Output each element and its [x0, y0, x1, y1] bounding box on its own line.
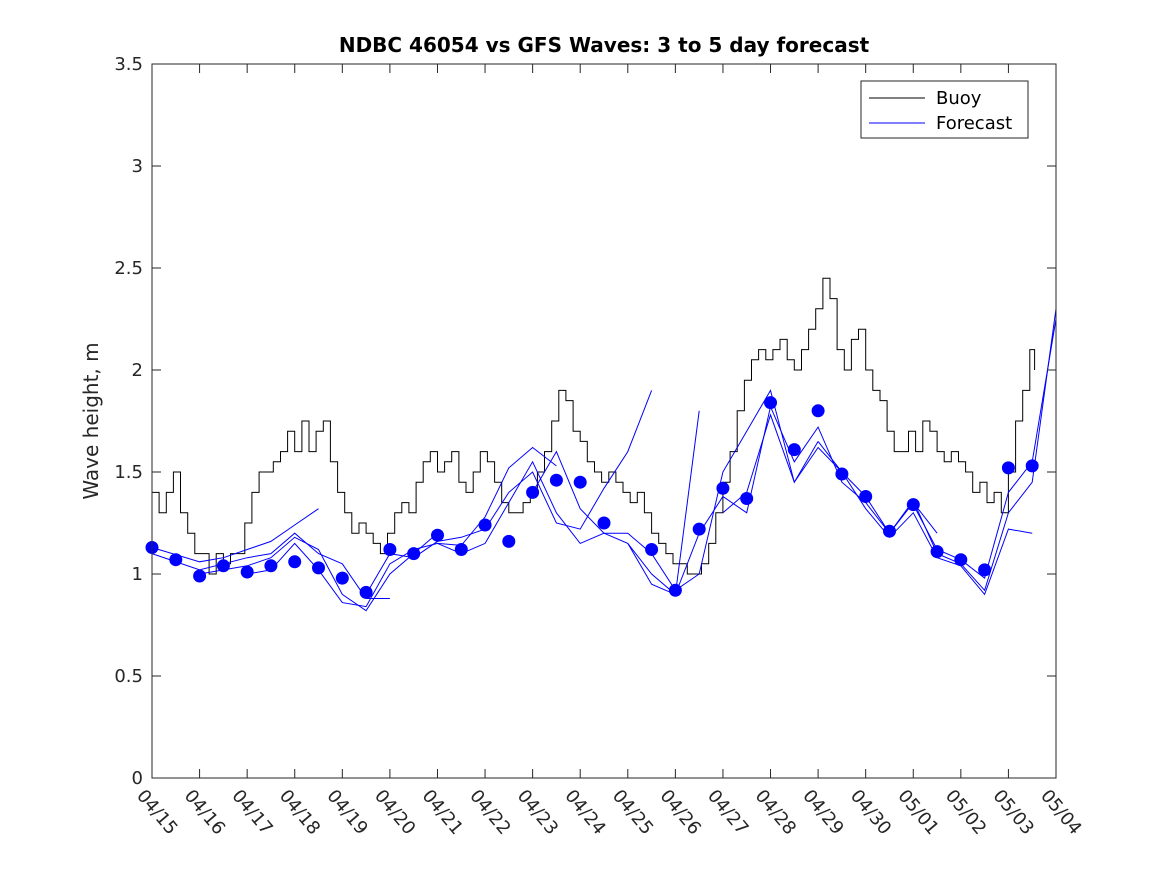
forecast-point-21	[645, 543, 659, 556]
forecast-point-2	[169, 553, 183, 567]
y-tick-label: 1	[132, 564, 143, 585]
x-tick-label: 04/17	[227, 786, 276, 839]
forecast-point-28	[811, 404, 825, 418]
y-tick-label: 0.5	[114, 666, 143, 687]
forecast-point-11	[383, 543, 397, 556]
x-tick-label: 05/04	[1036, 786, 1085, 839]
forecast-point-8	[312, 561, 325, 575]
forecast-point-7	[288, 555, 302, 569]
forecast-point-17	[526, 485, 540, 499]
forecast-line-1	[151, 508, 319, 563]
forecast-point-15	[478, 518, 492, 532]
y-tick-label: 3	[132, 156, 143, 177]
forecast-point-22	[668, 583, 682, 597]
y-tick-label: 0	[132, 768, 143, 789]
legend-label-forecast: Forecast	[936, 113, 1012, 134]
forecast-point-10	[359, 585, 373, 599]
forecast-point-27	[787, 443, 801, 457]
forecast-point-5	[240, 565, 254, 579]
forecast-point-36	[1001, 461, 1015, 475]
forecast-point-29	[835, 467, 849, 481]
forecast-point-30	[859, 490, 873, 503]
chart-title: NDBC 46054 vs GFS Waves: 3 to 5 day fore…	[339, 33, 870, 57]
x-tick-label: 05/02	[941, 786, 990, 839]
x-tick-label: 04/21	[418, 786, 467, 839]
x-tick-label: 04/22	[465, 786, 514, 839]
x-tick-label: 04/26	[656, 786, 705, 839]
axes-box	[151, 63, 1057, 779]
forecast-point-9	[335, 571, 349, 585]
forecast-point-14	[454, 543, 468, 556]
y-tick-label: 1.5	[114, 462, 143, 483]
x-tick-label: 04/25	[608, 786, 657, 839]
x-tick-label: 04/18	[275, 786, 324, 839]
forecast-point-23	[692, 522, 706, 536]
x-tick-label: 04/23	[513, 786, 562, 839]
legend-box	[860, 80, 1029, 139]
forecast-point-6	[264, 559, 278, 573]
forecast-line-6	[437, 410, 700, 596]
plot-area	[152, 64, 1056, 778]
forecast-point-20	[597, 516, 611, 530]
y-tick-label: 2	[132, 360, 143, 381]
forecast-point-12	[407, 547, 421, 561]
x-tick-label: 04/16	[180, 786, 229, 839]
forecast-point-37	[1025, 459, 1039, 473]
x-tick-label: 04/20	[370, 786, 419, 839]
forecast-point-31	[883, 524, 896, 538]
legend: Buoy Forecast	[860, 80, 1029, 139]
y-tick-label: 2.5	[114, 258, 143, 279]
y-tick-label: 3.5	[114, 54, 143, 75]
legend-label-buoy: Buoy	[936, 88, 982, 109]
forecast-point-13	[431, 528, 444, 542]
forecast-point-16	[502, 534, 516, 548]
forecast-point-34	[954, 553, 968, 567]
x-tick-label: 05/03	[989, 786, 1038, 839]
x-tick-label: 04/24	[560, 786, 609, 839]
x-tick-label: 04/28	[751, 786, 800, 839]
forecast-point-3	[193, 569, 207, 583]
forecast-point-32	[906, 498, 920, 512]
x-tick-label: 04/19	[322, 786, 371, 839]
x-tick-label: 05/01	[893, 786, 942, 839]
x-tick-label: 04/27	[703, 786, 752, 839]
forecast-point-24	[716, 481, 730, 495]
forecast-line-3	[199, 532, 438, 612]
x-tick-label: 04/29	[798, 786, 847, 839]
series-layer	[145, 277, 1057, 612]
x-tick-label: 04/15	[132, 786, 181, 839]
buoy-series-line	[152, 277, 1036, 575]
y-axis-label: Wave height, m	[79, 342, 103, 499]
forecast-point-35	[978, 563, 992, 577]
forecast-point-19	[573, 475, 587, 489]
forecast-point-26	[764, 396, 777, 410]
forecast-point-18	[549, 473, 563, 487]
forecast-line-2	[151, 532, 390, 599]
x-tick-label: 04/30	[846, 786, 895, 839]
forecast-point-25	[740, 492, 754, 505]
forecast-point-4	[216, 559, 230, 573]
forecast-line-4	[247, 446, 557, 608]
forecast-point-33	[930, 545, 944, 559]
forecast-line-9	[722, 413, 1033, 596]
